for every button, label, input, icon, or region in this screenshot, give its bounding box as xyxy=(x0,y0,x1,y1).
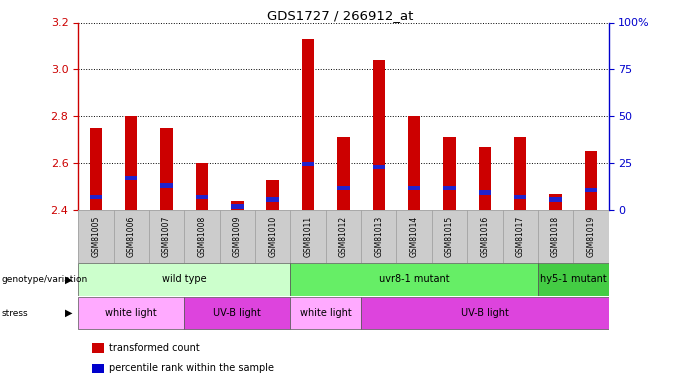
Bar xyxy=(160,183,173,188)
Text: genotype/variation: genotype/variation xyxy=(1,275,88,284)
Text: GSM81017: GSM81017 xyxy=(515,216,525,257)
Bar xyxy=(538,263,609,296)
Bar xyxy=(114,210,149,262)
Bar xyxy=(573,210,609,262)
Bar xyxy=(290,263,538,296)
Bar xyxy=(290,297,361,329)
Bar xyxy=(90,195,102,199)
Text: GSM81009: GSM81009 xyxy=(233,216,242,257)
Bar xyxy=(443,186,456,190)
Text: ▶: ▶ xyxy=(65,274,73,284)
Bar xyxy=(585,188,597,192)
Text: stress: stress xyxy=(1,309,28,318)
Text: hy5-1 mutant: hy5-1 mutant xyxy=(540,274,607,284)
Bar xyxy=(326,210,361,262)
Text: wild type: wild type xyxy=(162,274,207,284)
Text: GSM81008: GSM81008 xyxy=(197,216,207,257)
Text: GSM81019: GSM81019 xyxy=(586,216,596,257)
Bar xyxy=(373,60,385,210)
Bar xyxy=(78,210,114,262)
Text: GSM81011: GSM81011 xyxy=(303,216,313,257)
Bar xyxy=(549,194,562,210)
Bar xyxy=(361,210,396,262)
Bar xyxy=(255,210,290,262)
Bar xyxy=(549,197,562,202)
Text: GSM81007: GSM81007 xyxy=(162,216,171,257)
Text: uvr8-1 mutant: uvr8-1 mutant xyxy=(379,274,449,284)
Bar xyxy=(160,128,173,210)
Text: white light: white light xyxy=(300,308,352,318)
Bar xyxy=(514,137,526,210)
Bar xyxy=(267,180,279,210)
Bar xyxy=(337,137,350,210)
Bar xyxy=(467,210,503,262)
Bar xyxy=(302,39,314,210)
Bar xyxy=(503,210,538,262)
Bar xyxy=(408,186,420,190)
Bar xyxy=(196,163,208,210)
Text: transformed count: transformed count xyxy=(109,343,199,353)
Bar xyxy=(78,263,290,296)
Bar xyxy=(337,186,350,190)
Bar xyxy=(149,210,184,262)
Bar xyxy=(125,116,137,210)
Bar xyxy=(220,210,255,262)
Bar xyxy=(90,128,102,210)
Bar xyxy=(585,152,597,210)
Bar xyxy=(396,210,432,262)
Bar xyxy=(184,210,220,262)
Bar xyxy=(373,165,385,169)
Bar xyxy=(196,195,208,199)
Bar xyxy=(443,137,456,210)
Bar xyxy=(538,210,573,262)
Text: GSM81006: GSM81006 xyxy=(126,216,136,257)
Bar xyxy=(479,147,491,210)
Bar xyxy=(231,201,243,210)
Text: GSM81015: GSM81015 xyxy=(445,216,454,257)
Bar xyxy=(361,297,609,329)
Text: GSM81013: GSM81013 xyxy=(374,216,384,257)
Bar xyxy=(78,297,184,329)
Text: GDS1727 / 266912_at: GDS1727 / 266912_at xyxy=(267,9,413,22)
Text: GSM81005: GSM81005 xyxy=(91,216,101,257)
Bar xyxy=(290,210,326,262)
Text: GSM81010: GSM81010 xyxy=(268,216,277,257)
Text: white light: white light xyxy=(105,308,157,318)
Bar xyxy=(267,197,279,202)
Text: UV-B light: UV-B light xyxy=(214,308,261,318)
Bar xyxy=(514,195,526,199)
Text: GSM81018: GSM81018 xyxy=(551,216,560,257)
Text: percentile rank within the sample: percentile rank within the sample xyxy=(109,363,274,374)
Bar xyxy=(479,190,491,195)
Bar xyxy=(184,297,290,329)
Bar xyxy=(302,162,314,166)
Bar xyxy=(231,204,243,209)
Text: GSM81012: GSM81012 xyxy=(339,216,348,257)
Text: GSM81014: GSM81014 xyxy=(409,216,419,257)
Bar xyxy=(408,116,420,210)
Text: ▶: ▶ xyxy=(65,308,73,318)
Text: GSM81016: GSM81016 xyxy=(480,216,490,257)
Bar xyxy=(125,176,137,180)
Bar xyxy=(432,210,467,262)
Text: UV-B light: UV-B light xyxy=(461,308,509,318)
